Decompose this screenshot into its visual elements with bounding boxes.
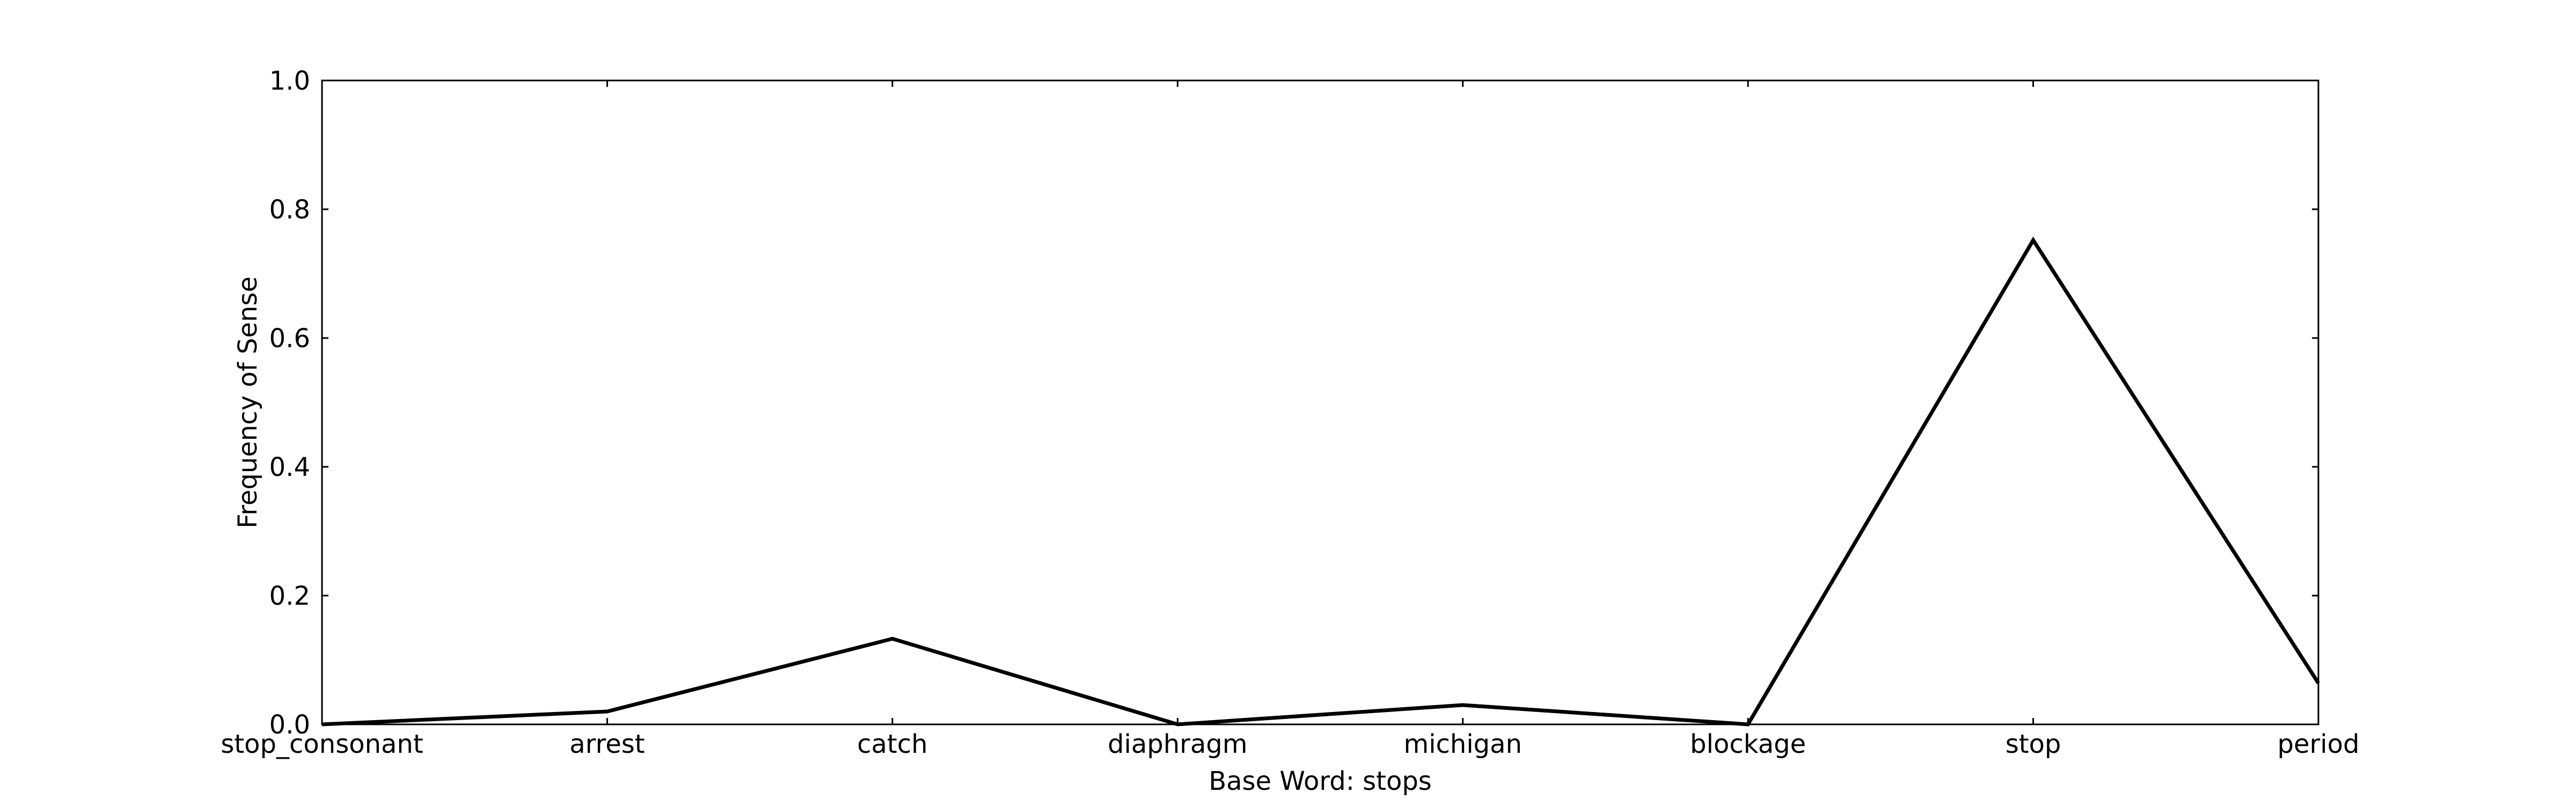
x-tick-label: period xyxy=(2278,729,2360,759)
x-axis-label: Base Word: stops xyxy=(1209,766,1432,796)
y-tick-label: 0.4 xyxy=(269,452,310,482)
x-tick-labels: stop_consonant arrest catch diaphragm michig… xyxy=(221,729,2359,759)
series-layer xyxy=(321,236,2320,727)
x-tick-label: stop xyxy=(2006,729,2061,759)
y-tick-label: 0.2 xyxy=(269,581,310,611)
y-axis-label: Frequency of Sense xyxy=(233,276,263,529)
x-tick-label: blockage xyxy=(1690,729,1806,759)
plot-area xyxy=(322,80,2318,724)
y-tick-label: 1.0 xyxy=(269,66,310,96)
x-tick-label: michigan xyxy=(1403,729,1522,759)
plot-frame xyxy=(321,79,2319,725)
series-line xyxy=(321,236,2320,727)
x-tick-label: catch xyxy=(857,729,927,759)
y-tick-labels: 0.0 0.2 0.4 0.6 0.8 1.0 xyxy=(269,66,310,740)
x-tick-label: stop_consonant xyxy=(221,729,423,759)
y-tick-label: 0.8 xyxy=(269,195,310,225)
y-tick-label: 0.6 xyxy=(269,324,310,354)
y-tick-label: 0.0 xyxy=(269,710,310,740)
x-tick-label: diaphragm xyxy=(1108,729,1247,759)
x-tick-label: arrest xyxy=(569,729,645,759)
